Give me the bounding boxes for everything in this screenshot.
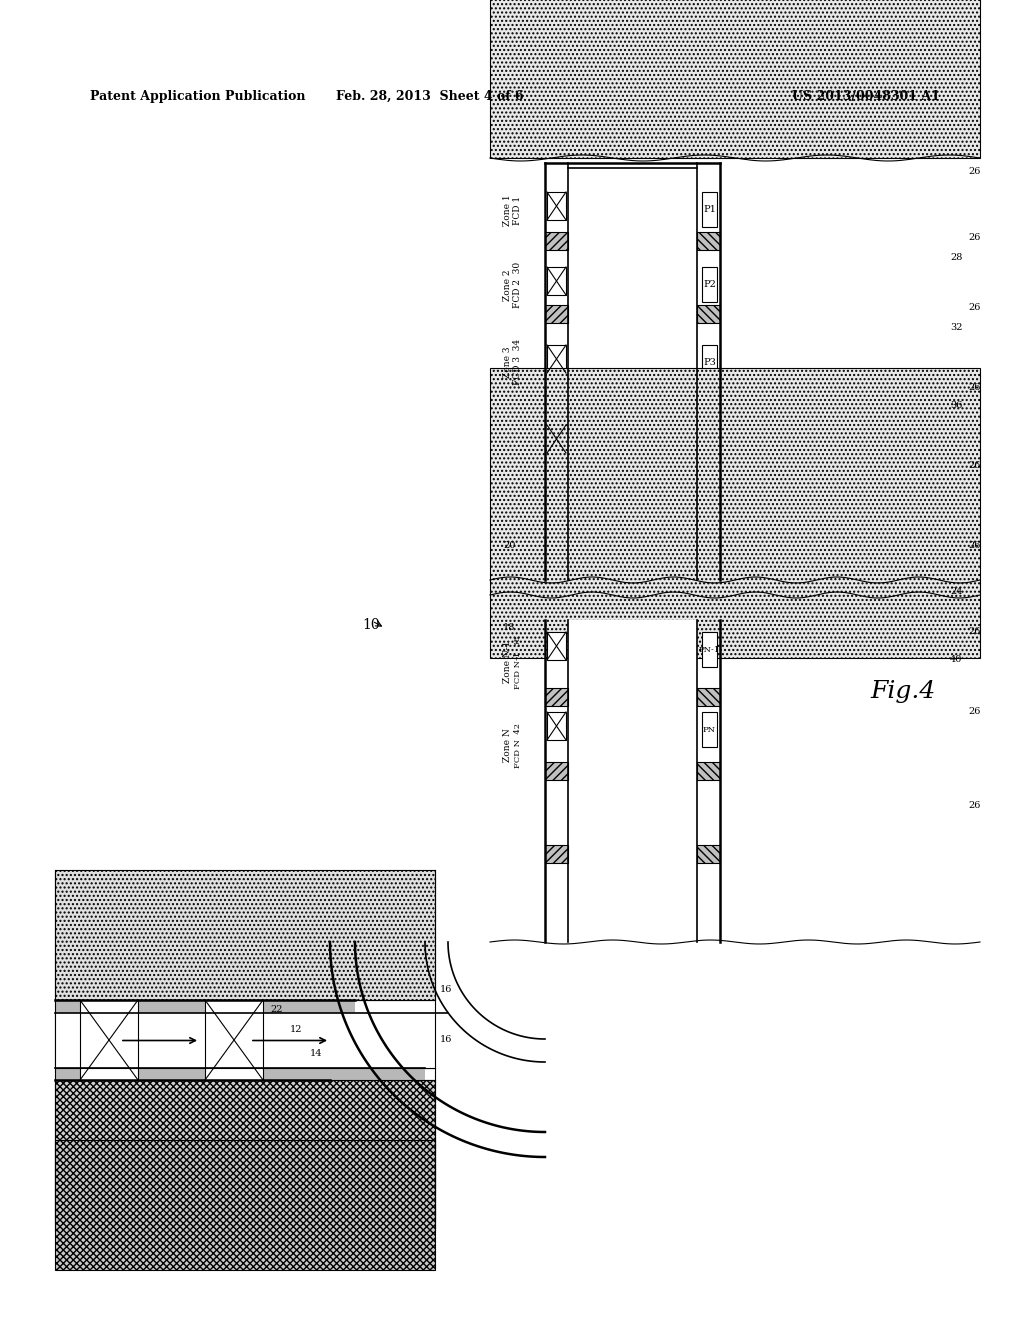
Text: 26: 26	[968, 708, 980, 717]
Text: 26: 26	[968, 462, 980, 470]
Text: Feb. 28, 2013  Sheet 4 of 6: Feb. 28, 2013 Sheet 4 of 6	[336, 90, 524, 103]
Text: 32: 32	[950, 323, 963, 333]
Text: 26: 26	[968, 168, 980, 177]
Text: P2: P2	[703, 280, 716, 289]
FancyBboxPatch shape	[702, 345, 717, 380]
FancyBboxPatch shape	[55, 1012, 435, 1068]
Text: PN: PN	[703, 726, 716, 734]
FancyBboxPatch shape	[545, 543, 568, 561]
Text: 26: 26	[968, 234, 980, 243]
FancyBboxPatch shape	[547, 711, 566, 741]
FancyBboxPatch shape	[697, 385, 720, 403]
Text: 36: 36	[950, 401, 963, 411]
Text: FCD 3  34: FCD 3 34	[513, 339, 522, 385]
Text: Zone N-1: Zone N-1	[503, 640, 512, 684]
Text: 16: 16	[440, 986, 453, 994]
Text: US 2013/0048301 A1: US 2013/0048301 A1	[793, 90, 940, 103]
Text: 12: 12	[290, 1026, 302, 1035]
FancyBboxPatch shape	[205, 1001, 263, 1080]
Text: 10: 10	[362, 618, 380, 632]
FancyBboxPatch shape	[547, 632, 566, 660]
FancyBboxPatch shape	[697, 305, 720, 323]
FancyBboxPatch shape	[55, 1080, 435, 1220]
FancyBboxPatch shape	[490, 0, 980, 158]
Text: FCD N  42: FCD N 42	[514, 722, 522, 767]
Text: 22: 22	[270, 1006, 283, 1015]
FancyBboxPatch shape	[697, 762, 720, 780]
FancyBboxPatch shape	[545, 463, 568, 480]
Text: 20: 20	[503, 540, 515, 549]
Text: 16: 16	[440, 1035, 453, 1044]
Text: Zone 2: Zone 2	[503, 269, 512, 301]
FancyBboxPatch shape	[697, 463, 720, 480]
Text: Zone 1: Zone 1	[503, 194, 512, 226]
FancyBboxPatch shape	[545, 762, 568, 780]
FancyBboxPatch shape	[697, 232, 720, 249]
FancyBboxPatch shape	[545, 385, 568, 403]
FancyBboxPatch shape	[697, 543, 720, 561]
Text: 26: 26	[968, 541, 980, 550]
Text: Fig.4: Fig.4	[870, 680, 935, 704]
FancyBboxPatch shape	[545, 232, 568, 249]
Text: 26: 26	[968, 304, 980, 313]
Text: FCD 1: FCD 1	[513, 195, 522, 224]
Text: P3: P3	[703, 358, 716, 367]
FancyBboxPatch shape	[80, 1001, 138, 1080]
FancyBboxPatch shape	[55, 1068, 425, 1080]
Text: Zone N: Zone N	[503, 729, 512, 762]
FancyBboxPatch shape	[55, 870, 435, 1001]
Text: 24: 24	[950, 587, 963, 597]
FancyBboxPatch shape	[547, 345, 566, 374]
FancyBboxPatch shape	[545, 688, 568, 706]
Text: 18: 18	[503, 623, 515, 631]
FancyBboxPatch shape	[55, 1140, 435, 1270]
Text: 26: 26	[968, 627, 980, 636]
FancyBboxPatch shape	[702, 632, 717, 667]
FancyBboxPatch shape	[490, 368, 980, 657]
FancyBboxPatch shape	[568, 620, 697, 942]
Text: FCD N-1  38: FCD N-1 38	[514, 635, 522, 689]
Text: Patent Application Publication: Patent Application Publication	[90, 90, 305, 103]
FancyBboxPatch shape	[697, 845, 720, 863]
FancyBboxPatch shape	[55, 1001, 355, 1012]
Text: Zone 3: Zone 3	[503, 346, 512, 378]
FancyBboxPatch shape	[702, 711, 717, 747]
FancyBboxPatch shape	[545, 305, 568, 323]
FancyBboxPatch shape	[55, 1012, 449, 1068]
FancyBboxPatch shape	[702, 267, 717, 302]
FancyBboxPatch shape	[568, 168, 697, 579]
Text: 40: 40	[950, 656, 963, 664]
Text: PN-1: PN-1	[698, 645, 720, 653]
Text: 26: 26	[968, 384, 980, 392]
FancyBboxPatch shape	[547, 425, 566, 453]
FancyBboxPatch shape	[545, 845, 568, 863]
FancyBboxPatch shape	[697, 688, 720, 706]
FancyBboxPatch shape	[702, 191, 717, 227]
Text: 28: 28	[950, 253, 963, 263]
FancyBboxPatch shape	[547, 267, 566, 294]
FancyBboxPatch shape	[547, 191, 566, 220]
Text: 26: 26	[968, 800, 980, 809]
Text: FCD 2  30: FCD 2 30	[513, 261, 522, 308]
Text: 14: 14	[310, 1048, 323, 1057]
Text: P1: P1	[703, 205, 716, 214]
